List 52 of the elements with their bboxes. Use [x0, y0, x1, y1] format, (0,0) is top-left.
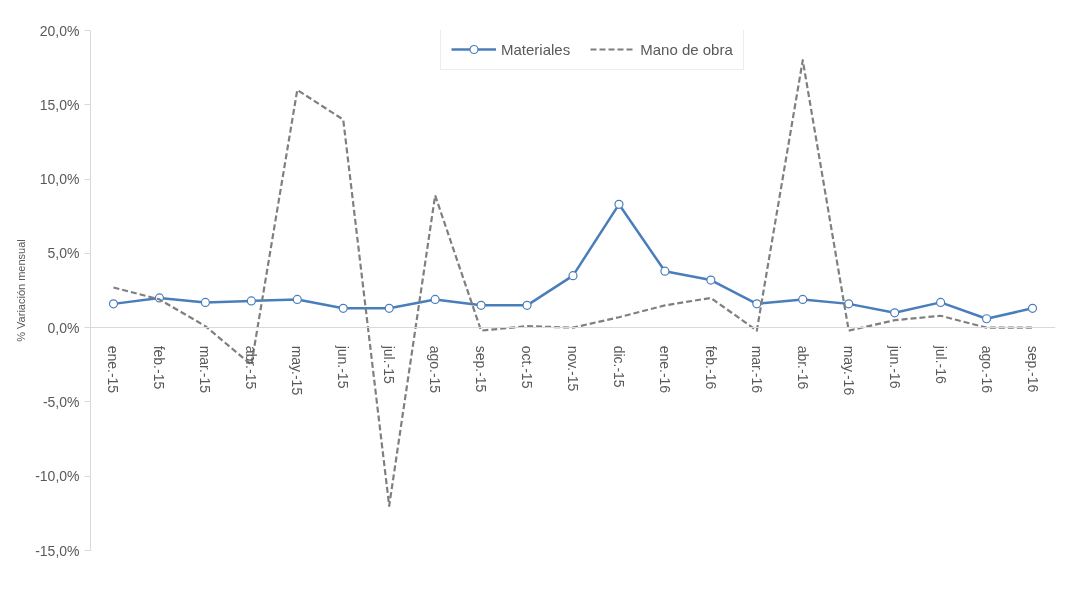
- y-tick-label: 5,0%: [47, 245, 80, 262]
- x-tick-label: jul.-15: [381, 344, 398, 384]
- point: [246, 296, 256, 306]
- y-tick-label: 20,0%: [39, 22, 80, 39]
- x-tick-label: sep.-16: [1024, 345, 1041, 393]
- x-tick-label: jun.-15: [335, 344, 352, 389]
- point: [568, 271, 578, 281]
- point: [108, 299, 119, 309]
- y-tick-label: -5,0%: [42, 393, 80, 410]
- y-tick-label: -10,0%: [35, 468, 80, 485]
- point: [890, 308, 900, 318]
- point: [476, 300, 486, 310]
- point: [798, 294, 808, 305]
- point: [844, 299, 854, 309]
- x-tick-label: nov.-15: [565, 345, 581, 392]
- y-tick-label: 10,0%: [39, 171, 80, 188]
- point: [292, 294, 302, 305]
- x-tick-label: mar.-15: [197, 345, 214, 394]
- x-tick-label: feb.-15: [151, 345, 168, 390]
- x-tick-label: ago.-15: [427, 345, 444, 394]
- point: [338, 303, 348, 313]
- x-tick-label: jun.-16: [886, 344, 903, 389]
- point: [660, 266, 670, 276]
- x-tick-label: jul.-16: [932, 344, 949, 384]
- x-tick-label: feb.-16: [702, 345, 719, 390]
- point: [200, 297, 210, 307]
- y-axis-title: % Variación mensual: [15, 239, 28, 342]
- point: [981, 314, 992, 324]
- point: [430, 294, 440, 305]
- point: [936, 297, 946, 307]
- y-tick-label: 0,0%: [47, 319, 80, 336]
- x-tick-label: abr.-16: [794, 345, 811, 390]
- x-tick-label: dic.-15: [610, 345, 627, 388]
- point: [384, 303, 394, 313]
- point: [614, 199, 624, 209]
- x-tick-label: may.-16: [840, 345, 857, 396]
- point: [706, 275, 716, 285]
- x-tick-label: ene.-16: [656, 345, 673, 394]
- x-tick-label: ago.-16: [978, 345, 995, 394]
- x-tick-label: may.-15: [289, 345, 306, 396]
- x-tick-label: ene.-15: [105, 345, 122, 394]
- x-tick-label: oct.-15: [519, 345, 536, 389]
- point: [522, 300, 532, 310]
- legend-label: Mano de obra: [640, 40, 733, 58]
- x-tick-label: mar.-16: [748, 345, 765, 394]
- x-tick-label: sep.-15: [473, 345, 490, 393]
- legend-label: Materiales: [501, 40, 571, 58]
- y-tick-label: -15,0%: [35, 542, 80, 559]
- point: [1027, 303, 1038, 313]
- y-tick-label: 15,0%: [39, 96, 80, 113]
- x-tick-label: abr.-15: [243, 345, 260, 390]
- point: [752, 299, 762, 309]
